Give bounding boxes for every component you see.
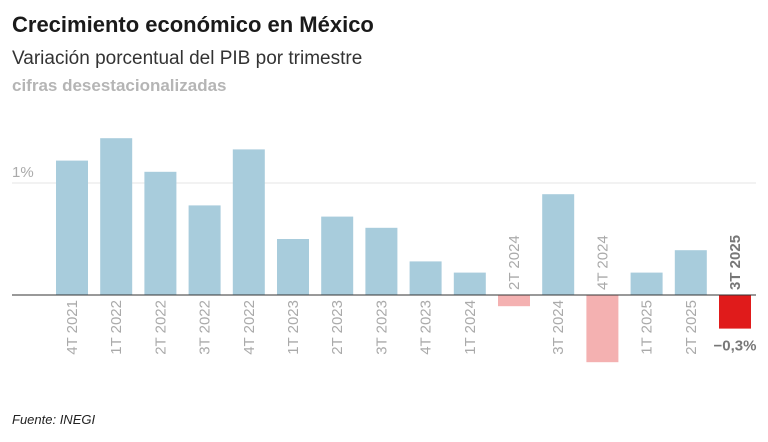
x-tick-label: 1T 2022 bbox=[108, 300, 125, 355]
bar bbox=[232, 149, 265, 295]
bar bbox=[453, 272, 486, 295]
x-tick-label: 4T 2023 bbox=[418, 300, 435, 355]
chart-note: cifras desestacionalizadas bbox=[12, 76, 227, 95]
y-tick-label: 1% bbox=[12, 164, 34, 181]
bar bbox=[719, 295, 751, 329]
bar bbox=[365, 227, 398, 295]
x-tick-label: 3T 2025 bbox=[727, 235, 744, 290]
x-tick-label: 1T 2024 bbox=[462, 300, 479, 355]
x-tick-label: 2T 2024 bbox=[506, 235, 523, 290]
source-note: Fuente: INEGI bbox=[12, 412, 96, 427]
bar bbox=[542, 194, 575, 295]
bar bbox=[630, 272, 663, 295]
bar bbox=[321, 216, 354, 295]
x-tick-label: 1T 2023 bbox=[285, 300, 302, 355]
x-tick-label: 2T 2022 bbox=[152, 300, 169, 355]
bar bbox=[674, 250, 707, 295]
bar bbox=[586, 295, 619, 363]
bar bbox=[56, 160, 88, 295]
x-tick-label: 4T 2024 bbox=[594, 235, 611, 290]
bar bbox=[188, 205, 221, 295]
x-tick-label: 1T 2025 bbox=[639, 300, 656, 355]
x-tick-label: 4T 2021 bbox=[64, 300, 81, 355]
bar bbox=[277, 239, 309, 295]
x-tick-label: 2T 2025 bbox=[683, 300, 700, 355]
bar bbox=[409, 261, 442, 295]
x-tick-label: 2T 2023 bbox=[329, 300, 346, 355]
bar bbox=[144, 171, 177, 295]
chart-title: Crecimiento económico en México bbox=[12, 12, 374, 37]
x-tick-label: 3T 2022 bbox=[197, 300, 214, 355]
chart-subtitle: Variación porcentual del PIB por trimest… bbox=[12, 48, 363, 69]
bar bbox=[498, 295, 530, 307]
bar bbox=[100, 138, 133, 295]
x-tick-label: 3T 2024 bbox=[550, 300, 567, 355]
x-tick-label: 4T 2022 bbox=[241, 300, 258, 355]
data-label: −0,3% bbox=[714, 338, 757, 355]
x-tick-label: 3T 2023 bbox=[373, 300, 390, 355]
